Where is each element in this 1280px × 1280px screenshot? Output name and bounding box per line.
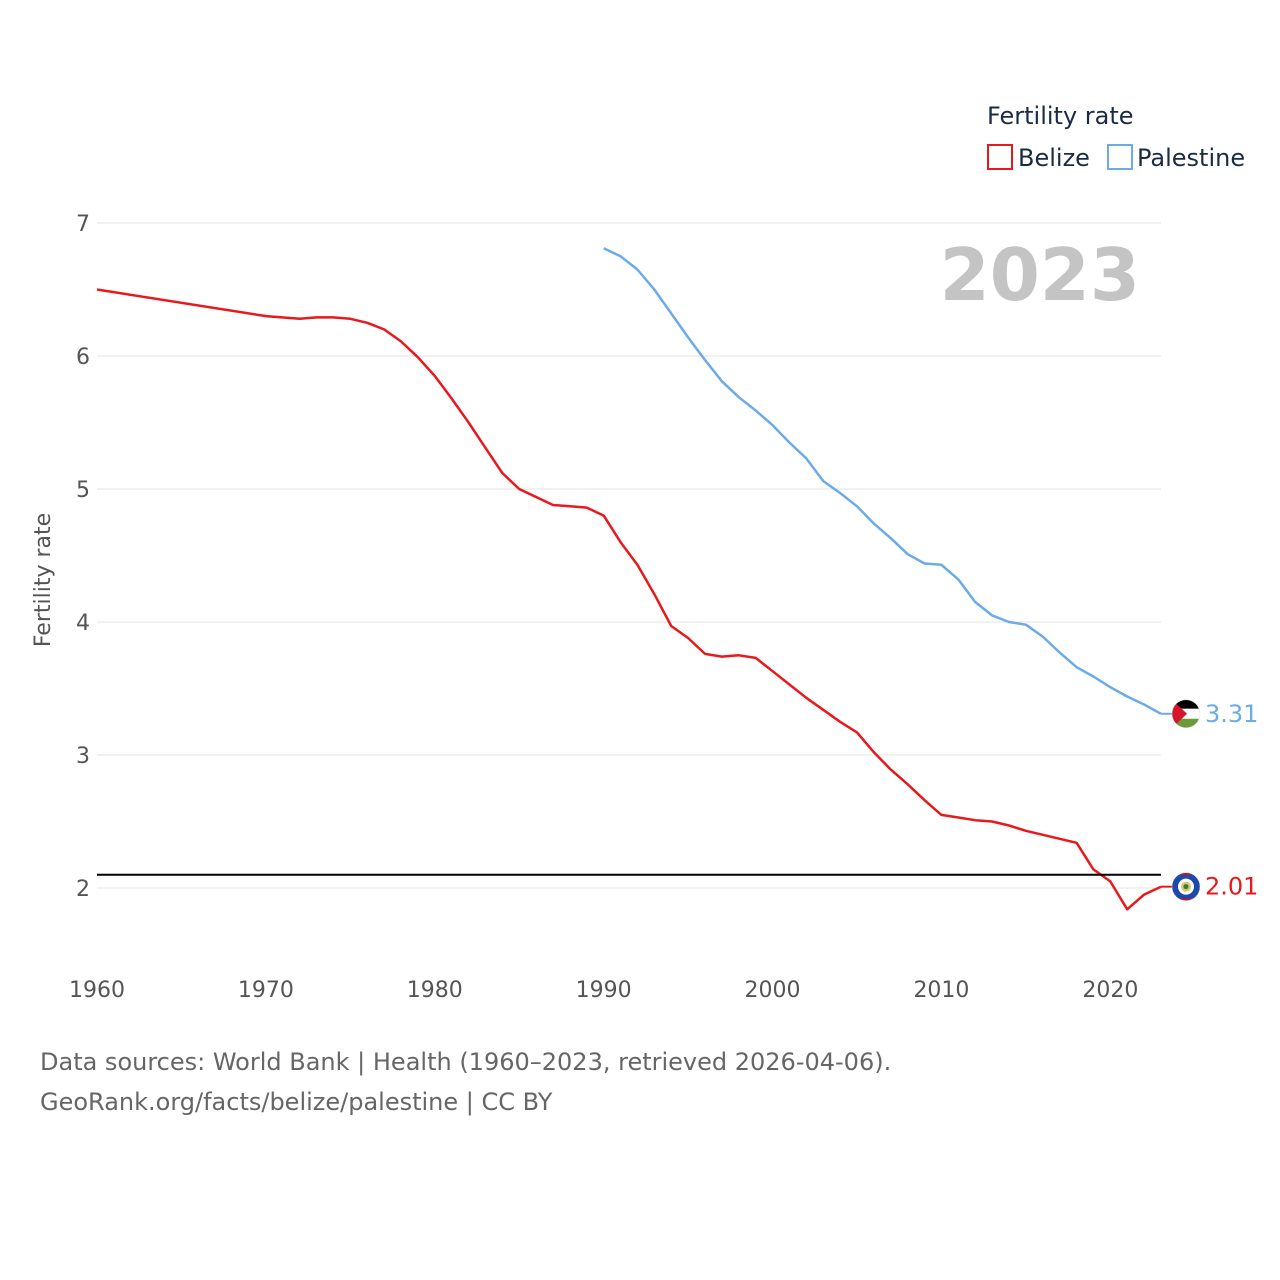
x-tick-label: 2010	[913, 978, 969, 1003]
end-value-label-palestine: 3.31	[1205, 700, 1258, 728]
series-lines	[96, 247, 1162, 911]
series-line-palestine	[603, 247, 1162, 715]
year-label: 2023	[940, 233, 1140, 317]
legend-label-belize: Belize	[1018, 144, 1090, 172]
legend-swatch-palestine	[1107, 144, 1133, 170]
series-end-markers: 2.01 3.31	[1161, 699, 1258, 901]
legend: Fertility rate Belize Palestine	[987, 102, 1245, 172]
y-tick-label: 5	[76, 478, 90, 503]
y-tick-label: 2	[76, 877, 90, 902]
belize-flag-icon	[1171, 872, 1201, 901]
y-axis-ticks: 2 3 4 5 6 7	[76, 212, 90, 902]
x-tick-label: 2000	[745, 978, 801, 1003]
legend-item-belize[interactable]: Belize	[987, 144, 1090, 172]
y-tick-label: 3	[76, 744, 90, 769]
legend-item-palestine[interactable]: Palestine	[1107, 144, 1245, 172]
end-value-label-belize: 2.01	[1205, 873, 1258, 901]
source-note: Data sources: World Bank | Health (1960–…	[40, 1042, 891, 1122]
x-tick-label: 1970	[238, 978, 294, 1003]
x-tick-label: 1980	[407, 978, 463, 1003]
y-tick-label: 4	[76, 611, 90, 636]
y-tick-label: 6	[76, 345, 90, 370]
legend-swatch-belize	[987, 144, 1013, 170]
y-tick-label: 7	[76, 212, 90, 237]
source-line-2: GeoRank.org/facts/belize/palestine | CC …	[40, 1088, 553, 1116]
y-axis-title: Fertility rate	[31, 513, 56, 647]
series-line-belize	[96, 288, 1162, 911]
x-tick-label: 2020	[1082, 978, 1138, 1003]
x-tick-label: 1990	[576, 978, 632, 1003]
legend-title: Fertility rate	[987, 102, 1134, 130]
x-axis-ticks: 1960 1970 1980 1990 2000 2010 2020	[69, 978, 1138, 1003]
palestine-flag-icon	[1171, 699, 1201, 729]
grid-lines	[97, 222, 1161, 889]
x-tick-label: 1960	[69, 978, 125, 1003]
source-line-1: Data sources: World Bank | Health (1960–…	[40, 1048, 892, 1076]
legend-label-palestine: Palestine	[1137, 144, 1245, 172]
fertility-rate-chart: 2 3 4 5 6 7 1960 1970 1980 1990 2000 2010 2020 Fert…	[31, 102, 1258, 1003]
